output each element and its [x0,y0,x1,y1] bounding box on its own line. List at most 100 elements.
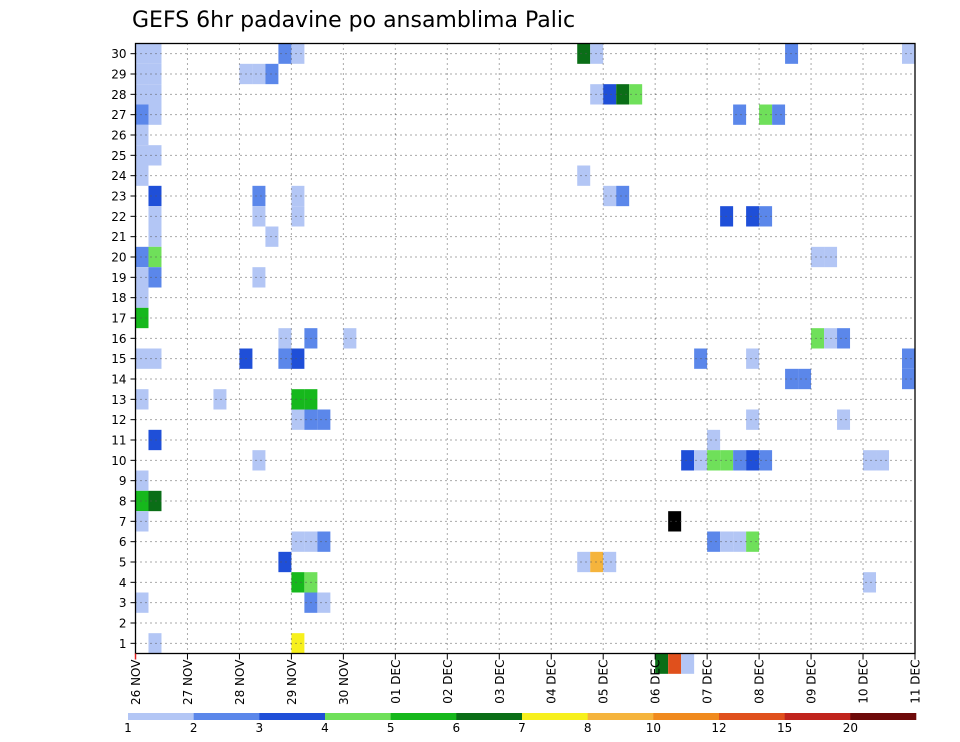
colorbar-label: 3 [256,721,264,735]
precip-cell [291,531,305,552]
precip-cell [577,551,591,573]
precip-cell [655,653,669,674]
precip-cell [252,267,266,288]
precip-cell [291,389,305,410]
precip-cell [707,429,721,451]
colorbar-label: 10 [646,721,661,735]
precip-cell [135,63,149,85]
y-tick-label: 3 [119,596,127,610]
y-tick-label: 9 [119,474,127,488]
precip-cell [590,43,604,64]
colorbar-segment [850,713,917,720]
precip-cell [148,63,162,85]
precip-cell [148,145,162,166]
colorbar-label: 5 [387,721,395,735]
y-tick-label: 4 [119,576,127,590]
precip-cell [148,84,162,105]
precip-cell [278,328,292,349]
precip-cell [148,206,162,227]
y-tick-label: 17 [111,312,126,326]
precip-cell [135,287,149,308]
y-tick-label: 8 [119,495,127,509]
colorbar-label: 7 [518,721,526,735]
precip-cell [902,348,915,369]
precip-cell [317,409,331,430]
colorbar-segment [719,713,785,720]
y-tick-label: 10 [111,454,126,468]
y-tick-label: 27 [111,108,126,122]
y-tick-label: 13 [111,393,126,407]
precip-cell [863,450,877,471]
colorbar-segment [193,713,260,720]
y-tick-label: 12 [111,413,126,427]
x-tick-label: 08 DEC [753,660,767,704]
colorbar-segment [390,713,457,720]
precip-cell [772,104,786,125]
precip-cell [603,185,617,207]
precip-cell [317,592,331,613]
x-tick-label: 26 NOV [129,659,143,705]
y-tick-label: 24 [111,169,126,183]
precip-cell [252,206,266,227]
x-tick-label: 07 DEC [701,660,715,704]
y-tick-label: 22 [111,210,126,224]
precip-cell [148,226,162,247]
x-tick-label: 11 DEC [909,660,923,704]
precip-cell [148,633,162,654]
precip-cell [590,551,604,573]
colorbar-label: 6 [453,721,461,735]
y-tick-label: 29 [111,68,126,82]
precip-cell [148,185,162,207]
precip-cell [135,490,149,512]
precip-cell [785,43,799,64]
precip-cell [668,511,682,532]
precip-cell [733,531,747,552]
y-tick-label: 26 [111,129,126,143]
x-tick-label: 30 NOV [337,659,351,705]
precip-cell [278,551,292,573]
colorbar: 1 2 3 4 5 6 7 8 10 12 15 20 [124,713,917,735]
y-tick-label: 6 [119,535,127,549]
y-tick-label: 23 [111,190,126,204]
precip-cell [707,531,721,552]
precip-cell [135,592,149,613]
precip-cell [213,389,227,410]
x-tick-label: 06 DEC [649,660,663,704]
precip-cell [135,145,149,166]
precip-cell [746,450,760,471]
precip-cell [681,450,695,471]
colorbar-segment [784,713,851,720]
precip-cell [148,429,162,451]
precip-cell [252,450,266,471]
precip-cell [135,470,149,491]
precip-cell [291,572,305,593]
precip-cell [785,368,799,390]
precip-cell [863,572,877,593]
colorbar-label: 12 [711,721,726,735]
x-axis: 26 NOV 27 NOV 28 NOV 29 NOV 30 NOV 01 DEC 02 D… [129,653,923,705]
precip-cell [148,104,162,125]
y-tick-label: 7 [119,515,127,529]
colorbar-label: 2 [190,721,198,735]
precip-cell [590,84,604,105]
precip-cell [135,348,149,369]
precip-cell [148,348,162,369]
precip-cell [837,328,851,349]
precip-cell [746,206,760,227]
precip-cell [135,389,149,410]
precip-cell [291,185,305,207]
precip-cell [681,653,695,674]
precip-cell [135,267,149,288]
y-tick-label: 28 [111,88,126,102]
y-tick-label: 30 [111,47,126,61]
precip-cell [902,368,915,390]
precip-cell [135,246,149,268]
x-tick-label: 03 DEC [493,660,507,704]
colorbar-label: 8 [584,721,592,735]
precip-cell [135,307,149,329]
colorbar-label: 1 [124,721,132,735]
colorbar-label: 20 [843,721,858,735]
x-tick-label: 10 DEC [857,660,871,704]
precip-cell [746,531,760,552]
